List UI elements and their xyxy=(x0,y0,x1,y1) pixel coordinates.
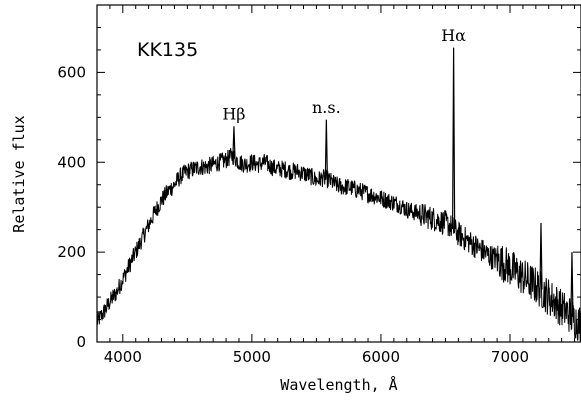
y-axis-label: Relative flux xyxy=(10,115,28,232)
emission-line xyxy=(451,47,456,230)
line-annotation: Hβ xyxy=(222,105,245,124)
plot-frame xyxy=(96,4,581,343)
x-tick-label: 4000 xyxy=(104,348,142,366)
tick-labels: 4000 5000 6000 7000 0 200 400 600 xyxy=(57,63,529,366)
y-tick-label: 600 xyxy=(57,63,86,81)
spectrum-line xyxy=(97,148,581,342)
emission-line xyxy=(539,222,543,290)
line-annotation: Hα xyxy=(441,26,466,45)
emission-line xyxy=(232,126,236,158)
axis-ticks xyxy=(96,4,581,343)
y-tick-label: 200 xyxy=(57,243,86,261)
x-axis-label: Wavelength, Å xyxy=(280,375,397,394)
chart-title: KK135 xyxy=(137,39,198,61)
y-tick-label: 0 xyxy=(76,333,86,351)
x-tick-label: 6000 xyxy=(362,348,400,366)
line-annotations: Hβ n.s. Hα xyxy=(222,26,466,124)
emission-line xyxy=(570,252,574,317)
line-annotation: n.s. xyxy=(312,98,341,117)
y-tick-label: 400 xyxy=(57,153,86,171)
x-tick-label: 7000 xyxy=(491,348,529,366)
emission-line xyxy=(324,119,328,180)
x-tick-label: 5000 xyxy=(233,348,271,366)
spectrum-series xyxy=(97,47,581,342)
